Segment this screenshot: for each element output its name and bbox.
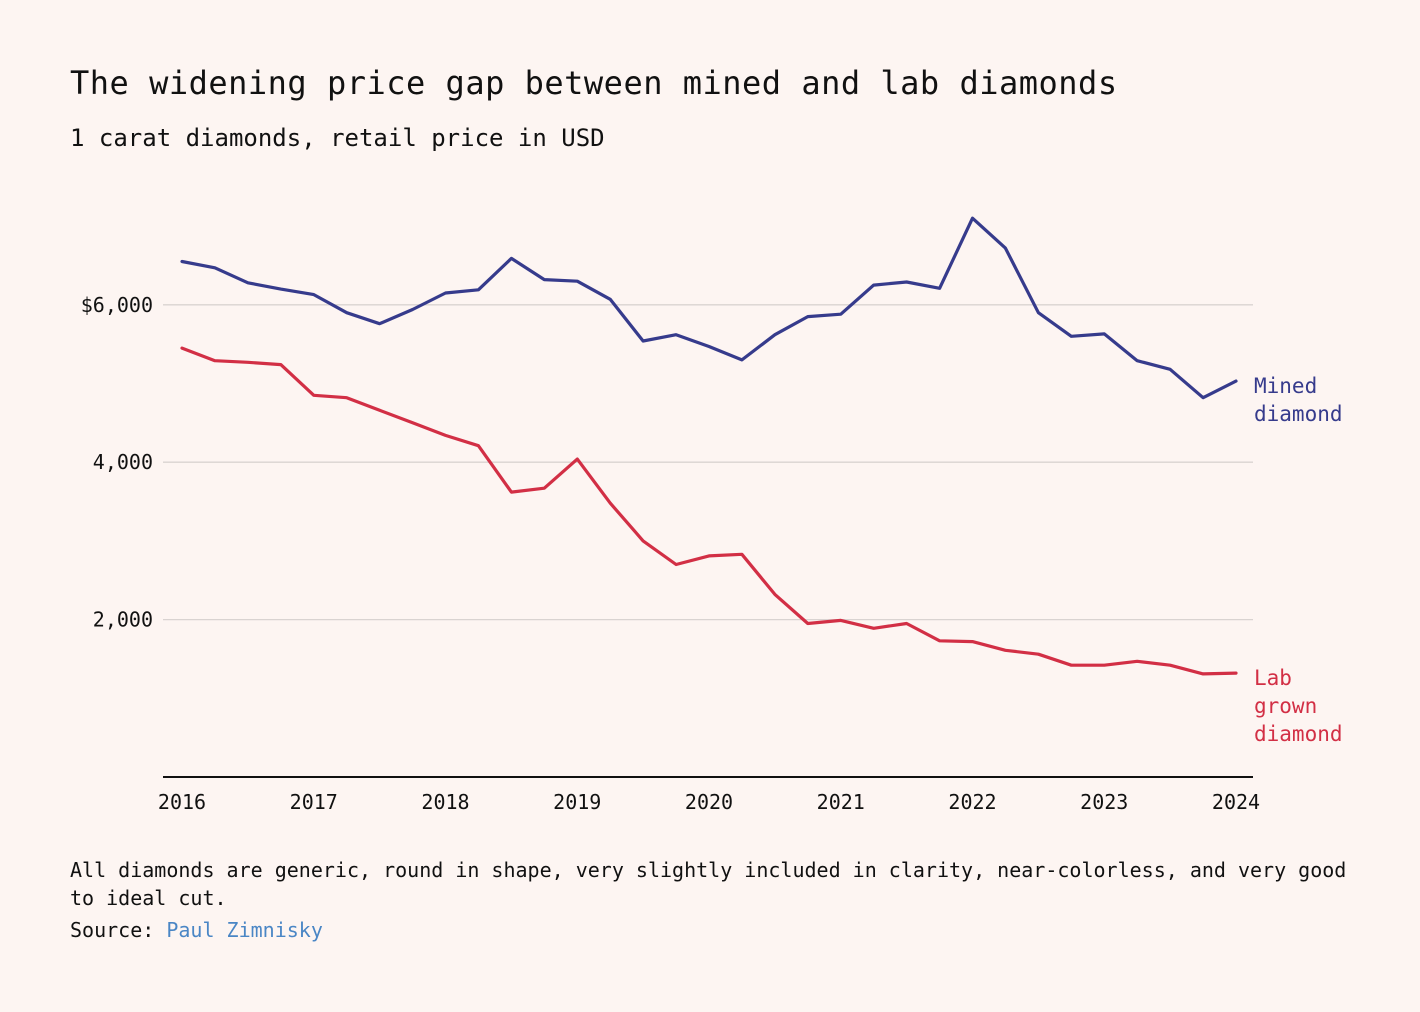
x-tick-label: 2021 [817,790,865,814]
mined-diamond-label-line: Mined [1254,374,1317,398]
mined-diamond-line [180,216,1238,400]
x-axis-ticks: 2016 2017 2018 2019 2020 2021 2022 2023 2024 [158,790,1260,814]
source-label: Source: [70,918,155,942]
x-tick-label: 2023 [1080,790,1128,814]
source-line: Source: Paul Zimnisky [70,918,323,942]
line-chart: 2,000 4,000 $6,000 2016 2017 2018 2019 2020 202… [81,216,1343,814]
x-tick-label: 2019 [553,790,601,814]
y-tick-label: 2,000 [93,608,153,632]
x-tick-label: 2016 [158,790,206,814]
y-tick-label: $6,000 [81,293,153,317]
chart-note: All diamonds are generic, round in shape… [70,858,1347,910]
lab-grown-diamond-label-line: grown [1254,694,1317,718]
y-axis-ticks: 2,000 4,000 $6,000 [81,293,153,632]
chart-subtitle: 1 carat diamonds, retail price in USD [70,124,605,152]
gridlines [163,304,1253,621]
lab-grown-diamond-label-line: Lab [1254,666,1292,690]
x-tick-label: 2024 [1212,790,1260,814]
mined-diamond-label-line: diamond [1254,402,1343,426]
mined-diamond-label: Mined diamond [1254,374,1343,426]
y-tick-label: 4,000 [93,450,153,474]
series-lines [180,216,1238,676]
source-link[interactable]: Paul Zimnisky [166,918,323,942]
lab-grown-diamond-label: Lab grown diamond [1254,666,1343,746]
lab-grown-diamond-line [180,346,1238,676]
series-labels: Mined diamond Lab grown diamond [1254,374,1343,746]
x-tick-label: 2017 [290,790,338,814]
x-tick-label: 2022 [948,790,996,814]
chart-title: The widening price gap between mined and… [70,64,1118,102]
lab-grown-diamond-label-line: diamond [1254,722,1343,746]
x-tick-label: 2020 [685,790,733,814]
x-tick-label: 2018 [421,790,469,814]
